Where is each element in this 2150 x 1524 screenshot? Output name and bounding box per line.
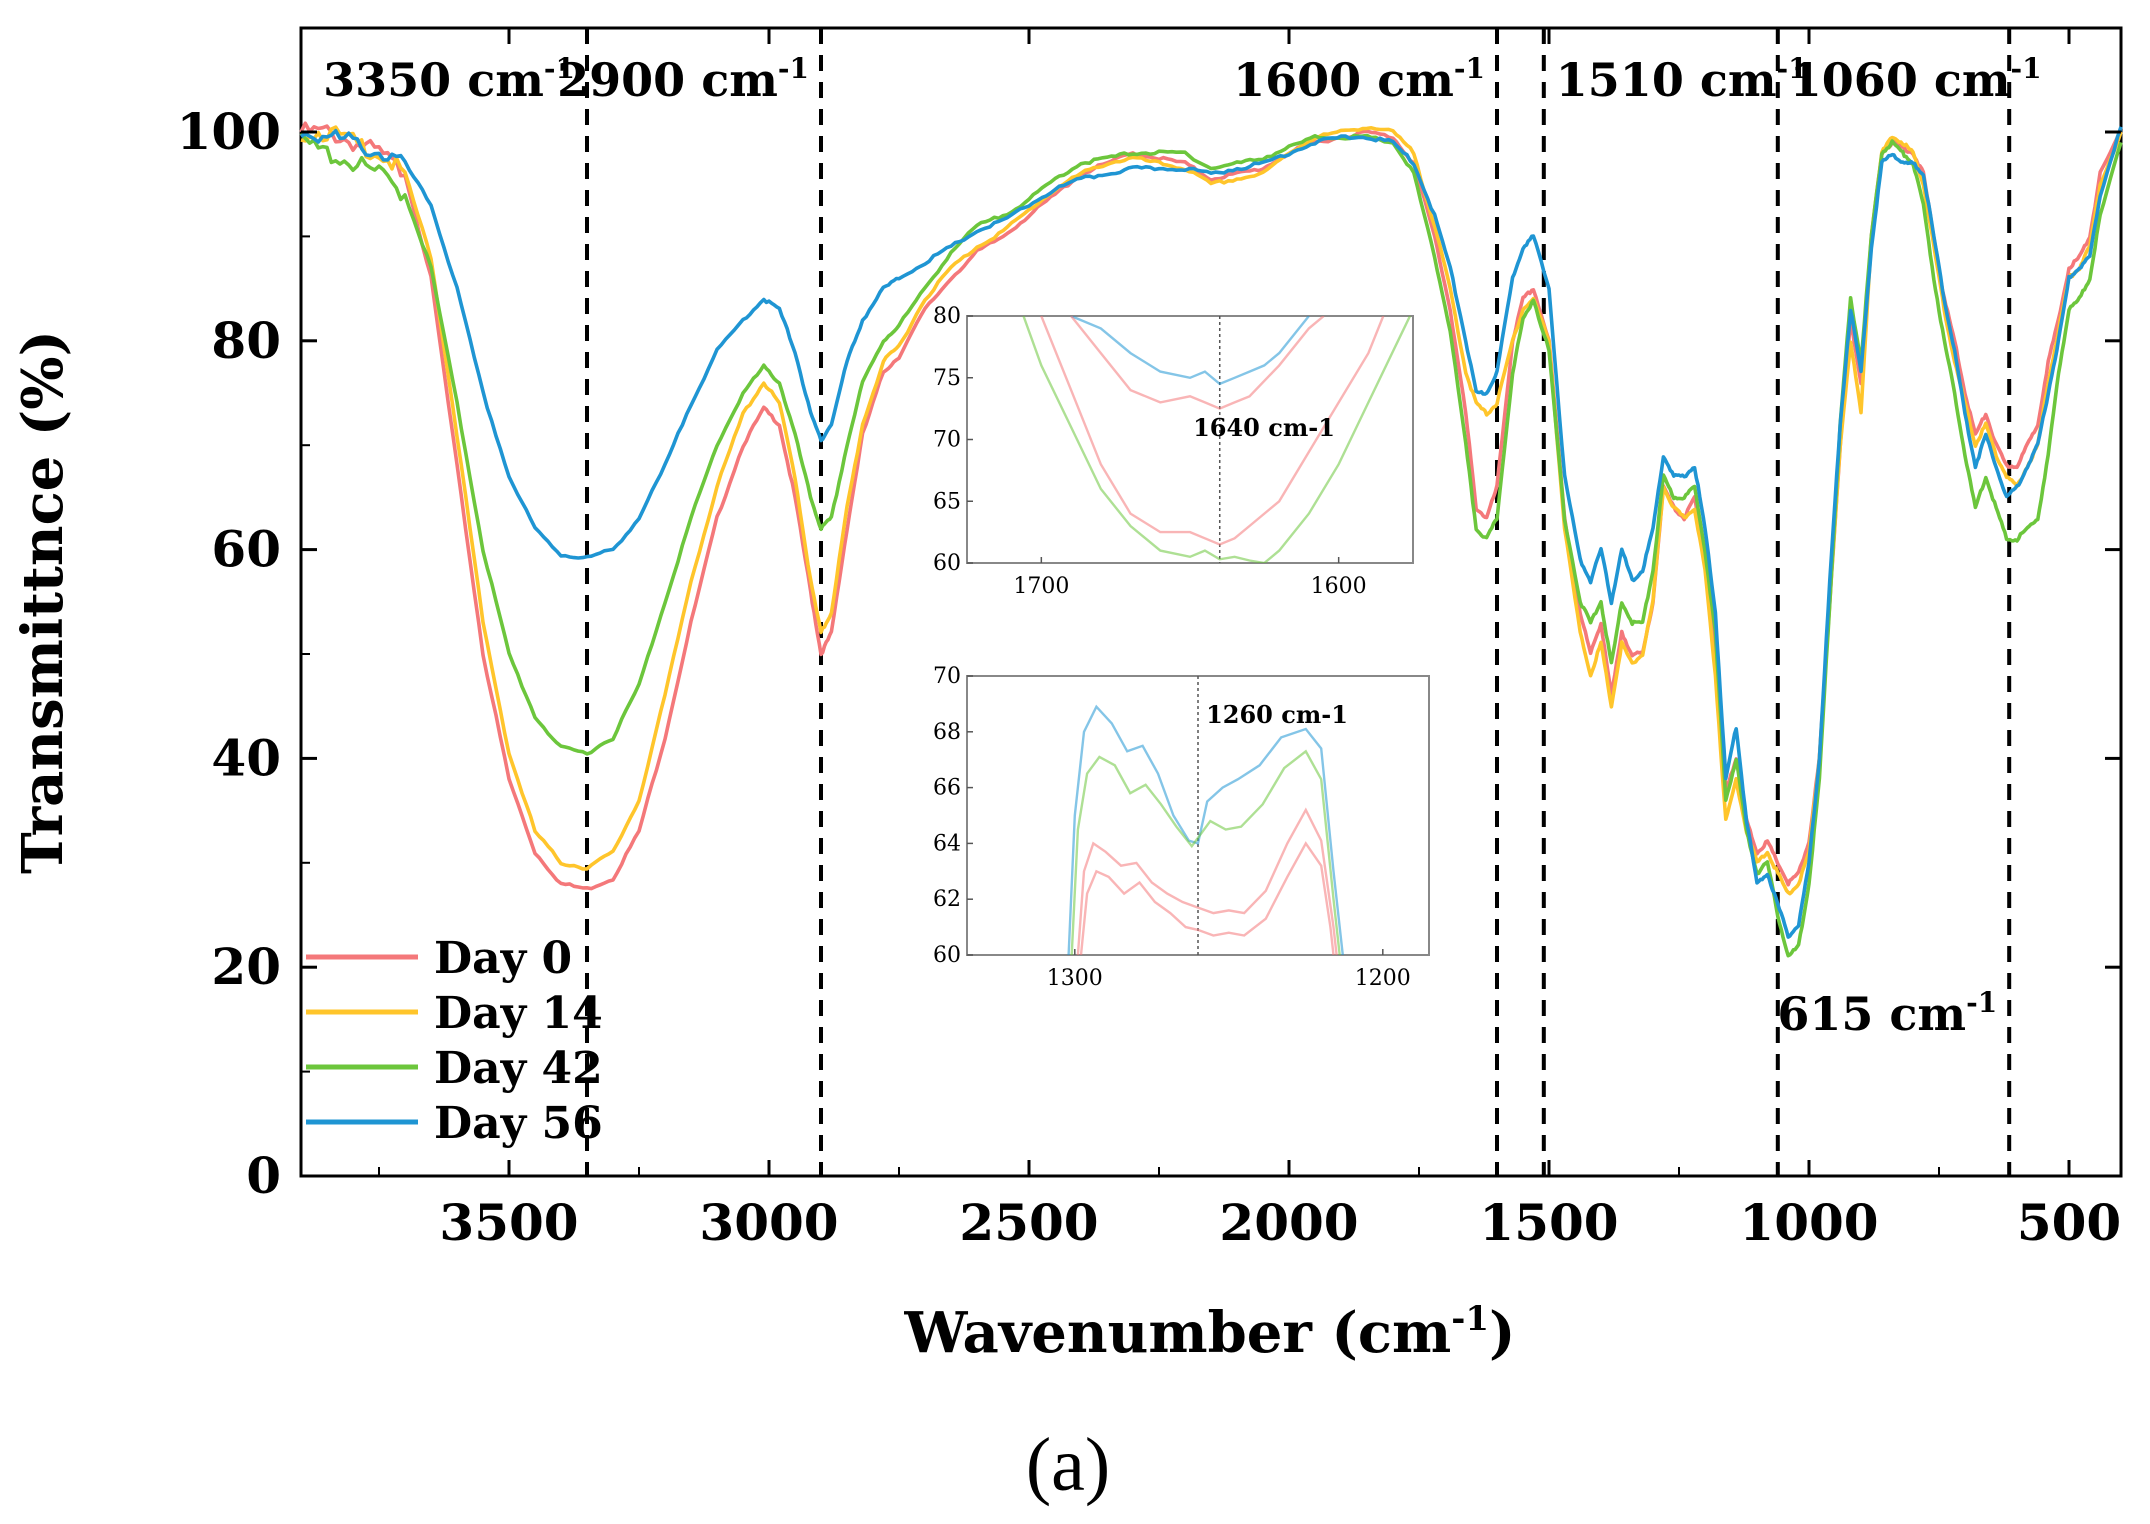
reference-lines: [585, 28, 2012, 1176]
main-chart: 0 20 40 60 80 100 3500 3000 2500 2000 1500 1000 500…: [10, 26, 2123, 1366]
x-tick-label: 3500: [439, 1193, 578, 1252]
inset-y-tick-label: 62: [933, 887, 961, 912]
legend-label-day-56: Day 56: [434, 1098, 603, 1149]
x-tick-label: 3000: [699, 1193, 838, 1252]
panel-label: (a): [1026, 1423, 1110, 1507]
x-axis: 3500 3000 2500 2000 1500 1000 500: [378, 28, 2121, 1252]
series-line-day-14: [300, 125, 2123, 896]
peak-label-1600: 1600 cm-1: [1233, 52, 1485, 107]
y-tick-label: 100: [177, 102, 281, 161]
y-axis-title: Transmittnce (%): [10, 330, 76, 874]
inset-series-day-0: [1079, 841, 1335, 955]
inset-y-tick-label: 64: [933, 831, 961, 856]
legend-label-day-14: Day 14: [434, 988, 603, 1039]
y-tick-label: 60: [211, 520, 281, 579]
y-tick-label: 0: [246, 1146, 281, 1205]
inset-1260: 60 62 64 66 68 70 1300 1200 1260 cm-1: [933, 664, 1430, 991]
series-line-day-42: [299, 132, 2123, 958]
legend-label-day-42: Day 42: [434, 1043, 603, 1094]
peak-label-1510: 1510 cm-1: [1556, 52, 1808, 107]
y-axis: 0 20 40 60 80 100: [177, 102, 2121, 1205]
peak-label-3350: 3350 cm-1: [323, 52, 575, 107]
inset-series-day-0: [1070, 316, 1325, 410]
inset-annotation: 1640 cm-1: [1193, 413, 1335, 442]
inset-annotation: 1260 cm-1: [1206, 700, 1348, 729]
series-line-day-0: [299, 121, 2123, 891]
legend-label-day-0: Day 0: [434, 933, 572, 984]
peak-label-1060: 1060 cm-1: [1790, 52, 2042, 107]
inset-y-tick-label: 60: [933, 943, 961, 968]
inset-y-tick-label: 75: [933, 366, 961, 391]
inset-y-tick-label: 68: [933, 720, 961, 745]
x-tick-label: 500: [2017, 1193, 2121, 1252]
inset-series-day-42: [1070, 749, 1341, 955]
inset-frame: [966, 315, 1414, 564]
inset-1640: 60 65 70 75 80 1700 1600 1640 cm-1: [933, 304, 1414, 599]
plot-frame: [299, 26, 2123, 1178]
inset-y-tick-label: 60: [933, 551, 961, 576]
inset-y-tick-label: 65: [933, 489, 961, 514]
x-tick-label: 1000: [1739, 1193, 1878, 1252]
inset-series-day-56: [1067, 704, 1344, 955]
inset-series-day-56: [1070, 316, 1310, 386]
inset-x-tick-label: 1700: [1013, 574, 1069, 599]
y-tick-label: 40: [211, 728, 281, 787]
x-tick-label: 2000: [1219, 1193, 1358, 1252]
inset-x-tick-label: 1600: [1311, 574, 1367, 599]
inset-series-day-42: [1022, 316, 1412, 563]
inset-y-tick-label: 70: [933, 428, 961, 453]
inset-y-tick-label: 80: [933, 304, 961, 329]
x-tick-label: 2500: [959, 1193, 1098, 1252]
inset-y-tick-label: 70: [933, 664, 961, 689]
series-line-day-56: [300, 126, 2123, 939]
peak-label-615: 615 cm-1: [1777, 986, 1997, 1041]
inset-x-tick-label: 1300: [1047, 966, 1103, 991]
inset-y-tick-label: 66: [933, 776, 961, 801]
x-tick-label: 1500: [1479, 1193, 1618, 1252]
x-axis-title: Wavenumber (cm-1): [903, 1299, 1515, 1366]
peak-label-2900: 2900 cm-1: [557, 52, 809, 107]
series-group: [299, 121, 2123, 958]
inset-series-day-0: [1076, 807, 1338, 955]
inset-series-day-0: [1040, 316, 1385, 546]
y-tick-label: 20: [211, 937, 281, 996]
y-tick-label: 80: [211, 311, 281, 370]
inset-x-tick-label: 1200: [1355, 966, 1411, 991]
